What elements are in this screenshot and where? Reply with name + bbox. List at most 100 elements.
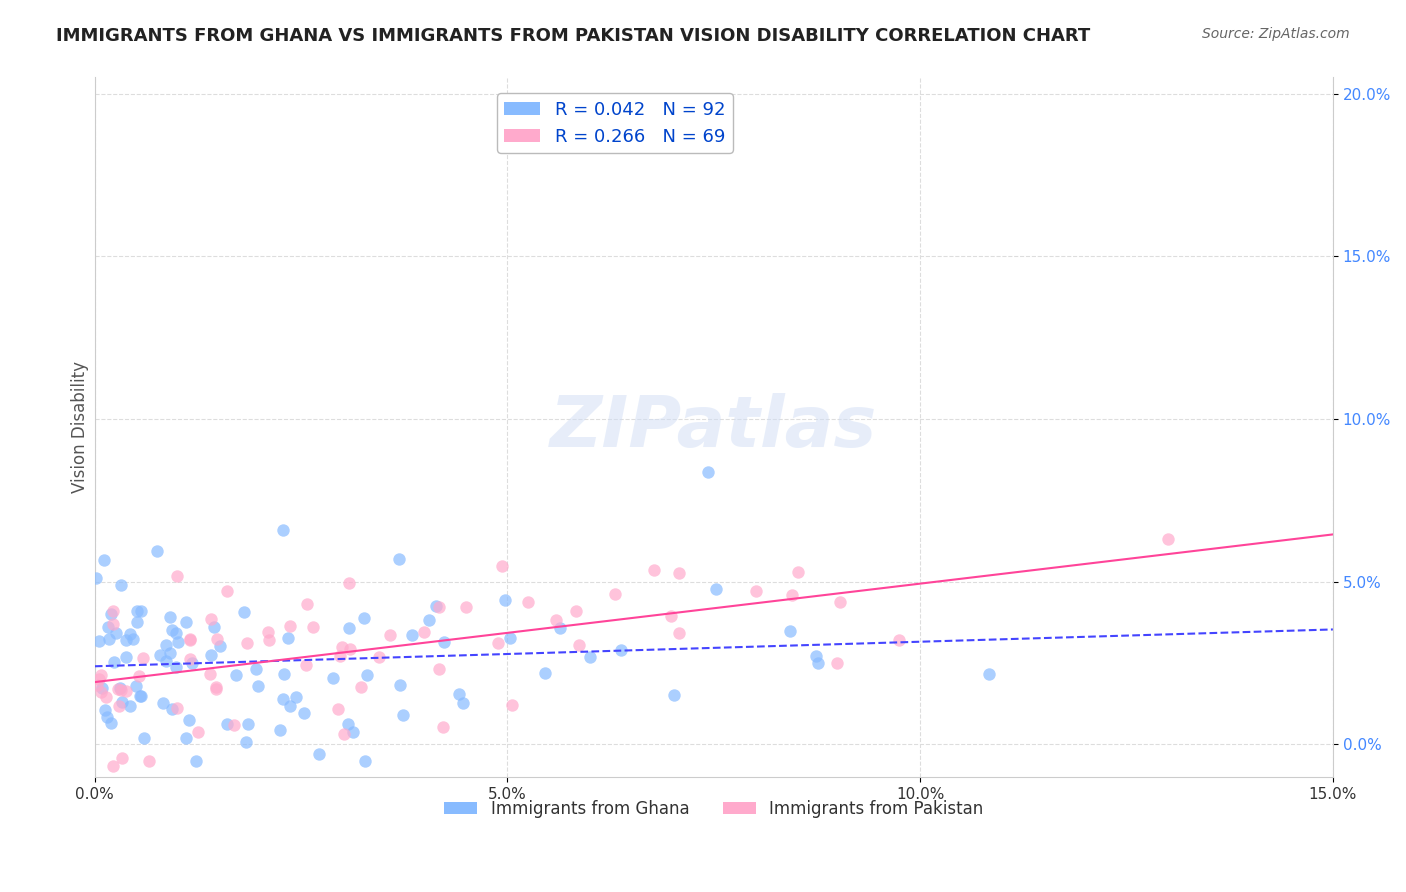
Point [302,620,325,634]
Point [155,638,177,652]
Point [97,619,120,633]
Point [704,582,727,596]
Point [308,747,330,761]
Point [118,699,141,714]
Point [337,717,360,731]
Point [285,690,308,705]
Point [257,633,280,648]
Point [128,689,150,703]
Point [205,681,228,695]
Point [93,553,115,567]
Point [356,668,378,682]
Point [697,465,720,479]
Point [889,632,911,647]
Point [204,682,226,697]
Point [979,667,1001,681]
Point [111,695,134,709]
Point [238,717,260,731]
Point [145,544,167,558]
Point [125,679,148,693]
Point [494,592,516,607]
Point [198,667,221,681]
Point [186,754,208,768]
Point [432,635,454,649]
Point [105,625,128,640]
Point [97,632,120,647]
Point [353,610,375,624]
Point [152,696,174,710]
Point [179,632,201,646]
Point [339,576,361,591]
Point [564,604,586,618]
Point [200,611,222,625]
Point [90,668,112,682]
Point [132,731,155,745]
Point [179,652,201,666]
Point [342,725,364,739]
Point [328,702,350,716]
Point [330,640,353,654]
Point [159,647,181,661]
Point [215,584,238,599]
Point [125,615,148,630]
Point [269,723,291,738]
Point [108,681,131,695]
Point [159,610,181,624]
Point [215,717,238,731]
Point [110,577,132,591]
Point [90,685,112,699]
Point [257,625,280,640]
Point [333,727,356,741]
Point [380,628,402,642]
Point [149,648,172,662]
Point [166,635,188,649]
Point [388,551,411,566]
Point [209,639,232,653]
Point [412,624,434,639]
Point [643,563,665,577]
Point [828,595,851,609]
Point [610,643,633,657]
Point [222,718,245,732]
Point [89,672,111,686]
Point [86,678,108,692]
Point [425,599,447,614]
Point [225,668,247,682]
Point [745,583,768,598]
Point [101,604,124,618]
Point [107,682,129,697]
Point [337,621,360,635]
Text: IMMIGRANTS FROM GHANA VS IMMIGRANTS FROM PAKISTAN VISION DISABILITY CORRELATION : IMMIGRANTS FROM GHANA VS IMMIGRANTS FROM… [56,27,1091,45]
Point [807,656,830,670]
Y-axis label: Vision Disability: Vision Disability [72,361,89,493]
Point [235,636,257,650]
Point [166,569,188,583]
Point [292,706,315,720]
Point [103,655,125,669]
Point [432,720,454,734]
Point [322,671,344,685]
Point [128,669,150,683]
Point [176,731,198,745]
Point [453,696,475,710]
Point [668,626,690,640]
Point [350,680,373,694]
Point [138,754,160,768]
Point [174,615,197,630]
Point [180,656,202,670]
Point [235,735,257,749]
Point [187,725,209,739]
Point [125,604,148,618]
Point [100,607,122,621]
Point [87,634,110,648]
Point [661,608,683,623]
Point [200,648,222,662]
Point [129,604,152,618]
Point [96,690,118,705]
Point [662,688,685,702]
Point [391,707,413,722]
Point [129,689,152,703]
Point [501,698,523,713]
Point [579,649,602,664]
Point [108,699,131,714]
